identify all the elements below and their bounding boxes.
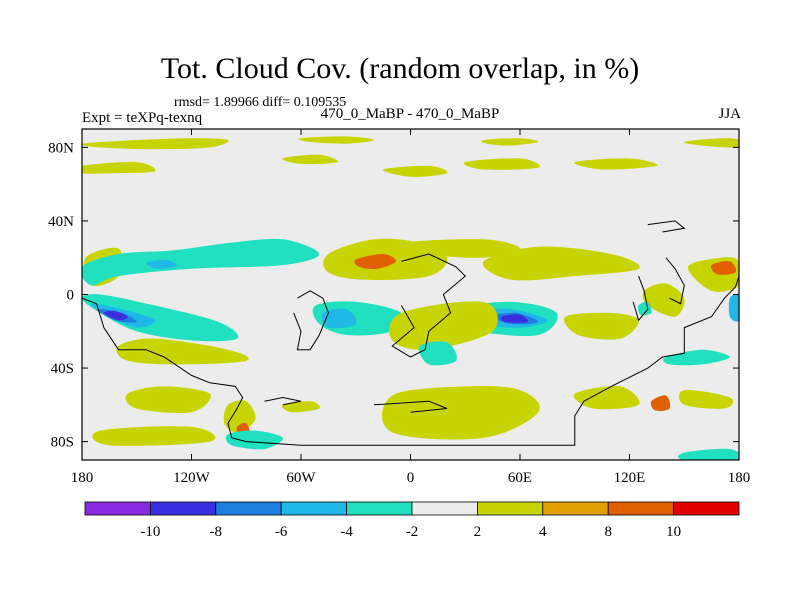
- contour-region-42: [573, 386, 640, 410]
- y-tick-label-2: 0: [67, 288, 75, 304]
- x-tick-label-0: 180: [71, 470, 94, 486]
- contour-region-26: [389, 301, 498, 350]
- contour-region-16: [82, 294, 239, 342]
- contour-region-0: [82, 138, 229, 150]
- contour-region-5: [282, 154, 338, 165]
- season-label: JJA: [718, 106, 741, 122]
- contour-region-2: [480, 138, 539, 146]
- colorbar-label-8: 10: [666, 524, 681, 540]
- contour-region-14: [82, 238, 320, 286]
- contour-layer: [82, 129, 739, 460]
- contour-region-4: [82, 161, 156, 174]
- contour-region-25: [500, 314, 528, 323]
- stats-text: rmsd= 1.89966 diff= 0.109535: [174, 95, 347, 110]
- y-tick-label-4: 80S: [51, 435, 74, 451]
- contour-region-38: [223, 400, 256, 433]
- land-outline-5: [264, 396, 302, 406]
- contour-region-41: [281, 401, 321, 413]
- contour-region-6: [382, 165, 448, 177]
- land-outline-layer: [82, 220, 739, 446]
- land-outline-0: [82, 275, 739, 446]
- land-outline-3: [632, 275, 649, 322]
- contour-region-8: [574, 158, 658, 170]
- axis-layer: 180 120W 60W 0 60E 120E 180 80N 40N 0 40S 80S: [48, 129, 750, 486]
- contour-region-44: [678, 389, 734, 409]
- contour-region-3: [683, 138, 739, 148]
- contour-region-32: [638, 301, 652, 316]
- colorbar-swatch-8: [607, 501, 675, 516]
- contour-region-31: [710, 261, 737, 275]
- colorbar-label-3: -4: [340, 524, 353, 540]
- contour-region-19: [103, 310, 128, 321]
- contour-region-21: [321, 308, 357, 329]
- x-tick-label-3: 0: [407, 470, 415, 486]
- chart-title: Tot. Cloud Cov. (random overlap, in %): [160, 52, 640, 85]
- case-label: 470_0_MaBP - 470_0_MaBP: [320, 106, 500, 122]
- land-outline-6: [373, 400, 448, 413]
- colorbar-label-7: 8: [604, 524, 612, 540]
- colorbar-swatch-7: [542, 501, 609, 516]
- contour-region-43: [650, 395, 671, 411]
- contour-region-45: [92, 426, 216, 446]
- land-outline-2: [391, 253, 467, 358]
- colorbar-swatch-9: [673, 501, 740, 516]
- contour-region-40: [225, 430, 283, 450]
- contour-region-37: [381, 385, 540, 440]
- colorbar-swatch-5: [411, 501, 478, 516]
- colorbar-label-6: 4: [539, 524, 547, 540]
- colorbar-swatch-2: [215, 501, 282, 516]
- contour-region-28: [418, 341, 457, 366]
- land-outline-7: [647, 220, 686, 233]
- contour-region-11: [354, 253, 396, 270]
- contour-region-33: [728, 294, 739, 322]
- contour-region-12: [482, 246, 640, 281]
- colorbar-swatch-4: [346, 501, 413, 516]
- x-tick-label-5: 120E: [614, 470, 646, 486]
- colorbar-label-0: -10: [140, 524, 160, 540]
- colorbar-label-2: -6: [275, 524, 288, 540]
- contour-region-29: [642, 283, 685, 317]
- y-tick-label-0: 80N: [48, 140, 74, 156]
- x-tick-label-1: 120W: [173, 470, 211, 486]
- colorbar: -10 -8 -6 -4 -2 2 4 8 10: [84, 501, 740, 540]
- colorbar-swatch-3: [280, 501, 348, 516]
- x-tick-label-6: 180: [728, 470, 751, 486]
- contour-region-7: [463, 158, 540, 170]
- contour-region-1: [298, 136, 374, 144]
- x-tick-label-4: 60E: [508, 470, 532, 486]
- contour-region-34: [116, 338, 249, 365]
- contour-region-36: [125, 386, 211, 414]
- colorbar-label-4: -2: [406, 524, 419, 540]
- colorbar-swatch-1: [149, 501, 217, 516]
- colorbar-label-5: 2: [474, 524, 482, 540]
- experiment-label: Expt = teXPq-texnq: [82, 110, 203, 126]
- land-outline-1: [293, 290, 329, 351]
- x-tick-label-2: 60W: [286, 470, 316, 486]
- y-tick-label-1: 40N: [48, 214, 74, 230]
- land-outline-4: [665, 257, 685, 305]
- contour-region-46: [677, 448, 739, 460]
- contour-region-15: [145, 259, 177, 269]
- contour-region-27: [563, 312, 639, 340]
- colorbar-label-1: -8: [210, 524, 223, 540]
- colorbar-swatch-6: [476, 501, 544, 516]
- colorbar-swatch-0: [84, 501, 151, 516]
- y-tick-label-3: 40S: [51, 361, 74, 377]
